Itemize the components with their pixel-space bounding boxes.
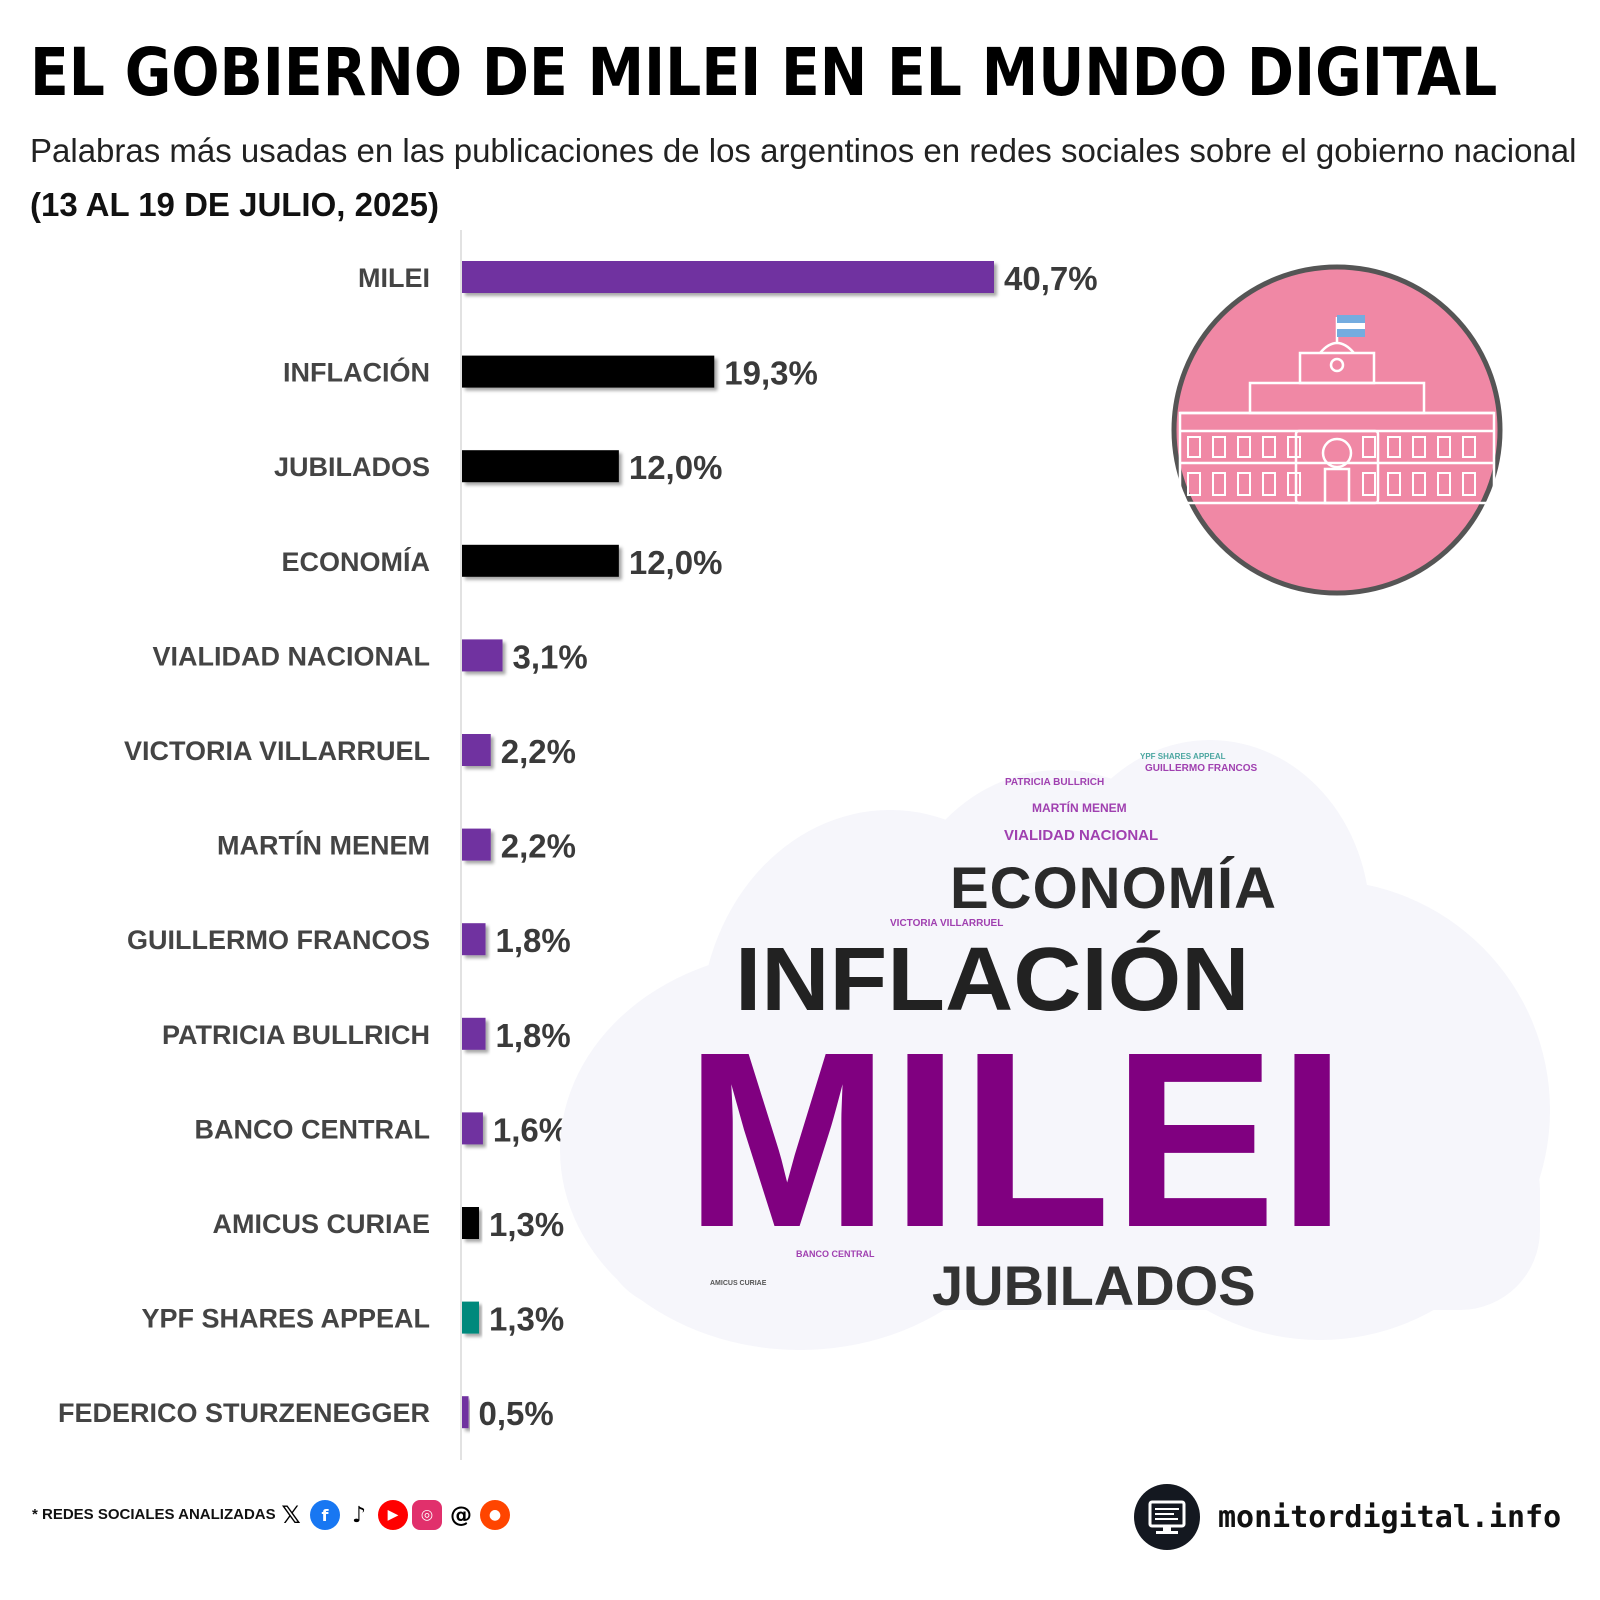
bar [462,734,491,766]
monitor-icon [1134,1484,1200,1550]
seal-window [1437,436,1451,458]
page-subtitle: Palabras más usadas en las publicaciones… [30,124,1590,232]
bar [462,1396,469,1429]
seal-window [1287,472,1301,496]
value-label: 2,2% [501,733,576,770]
seal-window [1187,436,1201,458]
cloud-word: JUBILADOS [932,1254,1256,1317]
word-cloud: AMICUS CURIAE YPF SHARES APPEAL GUILLERM… [560,690,1560,1370]
category-label: MILEI [358,263,430,293]
seal-window [1362,472,1376,496]
bar [462,1301,479,1334]
value-label: 3,1% [513,638,588,675]
category-label: VICTORIA VILLARRUEL [124,736,430,766]
bar [462,544,619,577]
cloud-word: VIALIDAD NACIONAL [1004,827,1159,844]
seal-window [1437,472,1451,496]
cloud-word: GUILLERMO FRANCOS [1145,763,1258,774]
bar [462,261,994,293]
category-label: MARTÍN MENEM [217,830,430,861]
category-label: BANCO CENTRAL [195,1114,431,1144]
seal-window [1237,436,1251,458]
value-label: 40,7% [1004,260,1098,297]
category-label: JUBILADOS [274,452,430,482]
facebook-icon: f [310,1500,340,1530]
value-label: 1,3% [489,1301,564,1338]
bar [462,1017,486,1050]
seal-window [1237,472,1251,496]
bar [462,355,715,388]
instagram-icon: ◎ [412,1500,442,1530]
value-label: 1,3% [489,1206,564,1243]
bar-chart: MILEI 40,7% INFLACIÓN 19,3% JUBILADOS 12,0% EC… [58,230,1098,1460]
cloud-word: MARTÍN MENEM [1032,801,1127,815]
brand-name: monitordigital.info [1218,1500,1562,1535]
value-label: 12,0% [629,449,723,486]
bar [462,923,486,956]
seal-window [1362,436,1376,458]
x-icon: 𝕏 [276,1500,306,1530]
subtitle-text: Palabras más usadas en las publicaciones… [30,132,1577,169]
seal-window [1212,436,1226,458]
cloud-word: BANCO CENTRAL [796,1249,875,1259]
seal-window [1387,472,1401,496]
value-label: 1,6% [493,1111,568,1148]
threads-icon: @ [446,1500,476,1530]
cloud-word: YPF SHARES APPEAL [1140,752,1226,761]
seal-window [1187,472,1201,496]
category-label: YPF SHARES APPEAL [141,1304,430,1334]
value-label: 1,8% [496,1017,571,1054]
cloud-word: PATRICIA BULLRICH [1005,777,1105,788]
cloud-word: MILEI [685,1000,1349,1279]
bar [462,1112,483,1145]
bar [462,450,619,483]
social-networks-note: * REDES SOCIALES ANALIZADAS [32,1506,276,1523]
reddit-icon: ● [480,1500,510,1530]
youtube-icon: ▶ [378,1500,408,1530]
cloud-word: VICTORIA VILLARRUEL [890,918,1004,929]
category-label: VIALIDAD NACIONAL [153,641,431,671]
tiktok-icon: ♪ [344,1500,374,1530]
value-label: 12,0% [629,544,723,581]
value-label: 19,3% [724,355,818,392]
cloud-shape [560,740,1550,1350]
category-label: FEDERICO STURZENEGGER [58,1398,430,1428]
seal-window [1262,436,1276,458]
cloud-word: ECONOMÍA [950,856,1277,921]
date-range: (13 AL 19 DE JULIO, 2025) [30,186,440,223]
value-label: 2,2% [501,828,576,865]
seal-window [1387,436,1401,458]
category-label: INFLACIÓN [283,357,430,388]
category-label: ECONOMÍA [282,546,431,577]
page-title: EL GOBIERNO DE MILEI EN EL MUNDO DIGITAL [30,34,1498,111]
seal-window [1262,472,1276,496]
seal-window [1462,472,1476,496]
cloud-word: AMICUS CURIAE [710,1280,767,1287]
casa-rosada-seal [1170,263,1504,597]
seal-window [1287,436,1301,458]
bar [462,828,491,861]
seal-window [1412,472,1426,496]
category-label: GUILLERMO FRANCOS [127,925,430,955]
social-icons: 𝕏 f ♪ ▶ ◎ @ ● [276,1500,510,1530]
value-label: 1,8% [496,922,571,959]
value-label: 0,5% [479,1395,554,1432]
seal-window [1462,436,1476,458]
bar [462,639,503,672]
seal-window [1412,436,1426,458]
category-label: PATRICIA BULLRICH [162,1020,430,1050]
seal-window [1212,472,1226,496]
cloud-word: INFLACIÓN [735,930,1250,1030]
bar [462,1207,479,1239]
category-label: AMICUS CURIAE [212,1209,430,1239]
